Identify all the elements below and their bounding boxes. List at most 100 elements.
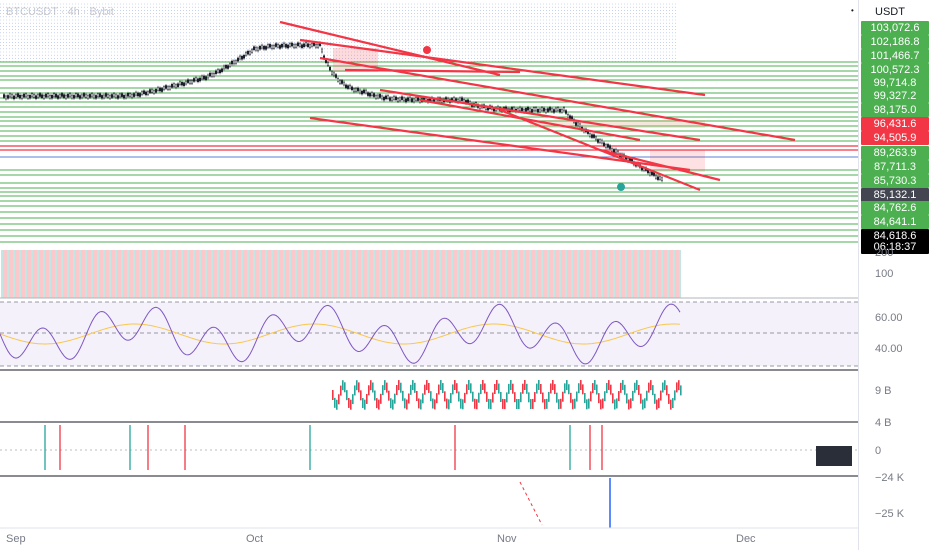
candle-body xyxy=(545,109,548,113)
candle-body xyxy=(333,72,336,77)
oi-candle xyxy=(538,380,540,391)
candle-body xyxy=(208,72,211,77)
candle-body xyxy=(321,48,324,53)
oi-candle xyxy=(590,391,592,402)
candle-body xyxy=(365,89,368,94)
candle-body xyxy=(575,122,578,126)
candle-body xyxy=(194,77,197,81)
oi-candle xyxy=(480,384,482,395)
candle-body xyxy=(64,95,67,99)
candle-body xyxy=(86,95,89,99)
oi-candle xyxy=(462,399,464,410)
oi-candle xyxy=(426,380,428,391)
oi-candle xyxy=(476,399,478,410)
oi-candle xyxy=(388,390,390,401)
oi-candle xyxy=(464,392,466,403)
candle-body xyxy=(271,45,274,49)
oi-candle xyxy=(564,383,566,394)
oi-candle xyxy=(412,380,414,391)
candle-body xyxy=(661,177,664,182)
candle-body xyxy=(180,81,183,86)
oi-candle xyxy=(616,398,618,409)
candle-body xyxy=(609,145,612,149)
candle-body xyxy=(273,45,276,49)
oi-candle xyxy=(576,391,578,402)
candle-body xyxy=(132,93,135,97)
oi-candle xyxy=(404,398,406,409)
candle-body xyxy=(166,86,169,90)
candle-body xyxy=(297,42,300,47)
candle-body xyxy=(649,171,652,176)
oi-candle xyxy=(534,392,536,403)
candle-body xyxy=(317,44,320,48)
oi-candle xyxy=(518,399,520,410)
oi-axis-label: 9 B xyxy=(875,385,892,397)
candle-body xyxy=(110,94,113,98)
candle-body xyxy=(146,91,149,95)
candle-body xyxy=(74,93,77,97)
candle-body xyxy=(345,84,348,89)
oi-candle xyxy=(526,383,528,394)
oi-candle xyxy=(400,382,402,393)
oi-candle xyxy=(660,390,662,401)
signal-marker xyxy=(423,46,431,54)
candle-body xyxy=(531,109,534,113)
oi-candle xyxy=(620,382,622,393)
oi-candle xyxy=(546,398,548,409)
candle-body xyxy=(174,84,177,88)
trend-line xyxy=(599,148,721,182)
candle-body xyxy=(361,90,364,95)
price-label: 98,175.0 xyxy=(861,103,929,117)
oi-candle xyxy=(558,399,560,410)
price-label: 85,730.3 xyxy=(861,174,929,188)
candle-body xyxy=(565,110,568,114)
candle-body xyxy=(12,95,15,100)
oi-candle xyxy=(392,399,394,410)
oi-candle xyxy=(664,380,666,391)
oi-candle xyxy=(378,399,380,410)
candle-body xyxy=(112,93,115,97)
candle-body xyxy=(31,93,34,97)
candle-body xyxy=(595,136,598,141)
supply-zone xyxy=(530,120,705,128)
candle-body xyxy=(184,80,187,85)
candle-body xyxy=(277,43,280,48)
candle-body xyxy=(285,44,288,48)
oi-candle xyxy=(414,382,416,393)
oi-candle xyxy=(630,398,632,409)
oi-candle xyxy=(666,385,668,396)
oi-candle xyxy=(402,390,404,401)
oi-candle xyxy=(362,398,364,409)
oi-candle xyxy=(428,382,430,393)
candle-body xyxy=(144,91,147,96)
candle-body xyxy=(122,95,125,99)
oi-candle xyxy=(544,399,546,410)
candle-body xyxy=(200,75,203,80)
candle-body xyxy=(92,94,95,99)
oi-candle xyxy=(468,380,470,391)
candle-body xyxy=(254,46,257,51)
candle-body xyxy=(49,95,52,99)
oi-candle xyxy=(542,392,544,403)
oi-candle xyxy=(352,394,354,405)
candle-body xyxy=(25,93,28,98)
candle-body xyxy=(547,108,550,112)
candle-body xyxy=(453,97,456,101)
candle-body xyxy=(463,99,466,103)
supply-zone xyxy=(333,48,378,72)
candle-body xyxy=(102,94,105,99)
candle-body xyxy=(385,95,388,100)
candle-body xyxy=(417,97,420,101)
candle-body xyxy=(263,46,266,50)
oi-candle xyxy=(502,398,504,409)
candle-body xyxy=(240,56,243,60)
candle-body xyxy=(14,94,17,98)
candle-body xyxy=(283,42,286,47)
candle-body xyxy=(23,93,26,98)
chart-canvas[interactable] xyxy=(0,0,858,550)
oi-candle xyxy=(356,380,358,391)
candle-body xyxy=(295,44,298,48)
candle-body xyxy=(383,96,386,101)
candle-body xyxy=(140,91,143,95)
price-axis[interactable]: • USDT 103,072.6 102,186.8 101,466.7 100,57… xyxy=(851,0,932,550)
